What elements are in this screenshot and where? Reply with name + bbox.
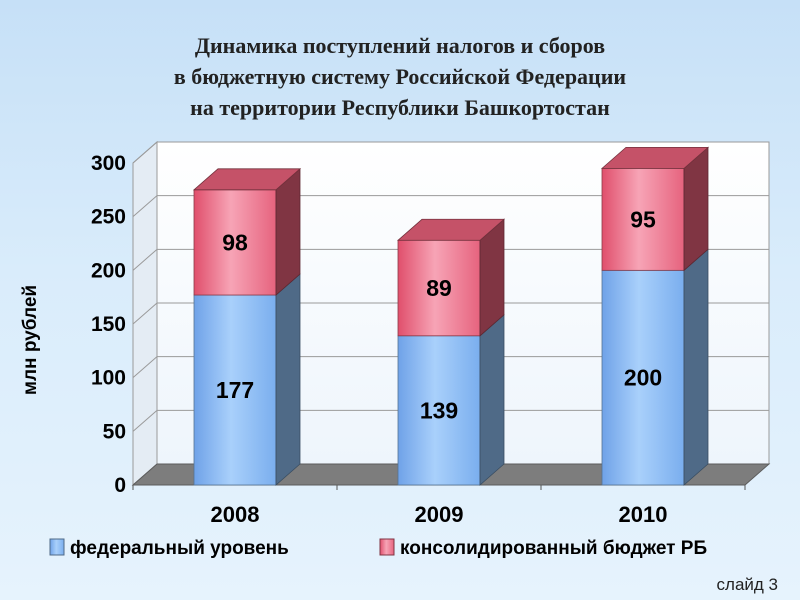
bar-top-консолидированный бюджет РБ [600,146,710,169]
bar-top-консолидированный бюджет РБ [192,168,302,191]
y-tick-label: 300 [91,152,126,175]
gridline [132,248,769,271]
y-tick-label: 50 [103,420,126,443]
data-label: 139 [420,397,458,423]
data-label: 177 [216,377,254,403]
legend-label: федеральный уровень [70,538,289,559]
bar-консолидированный бюджет РБ [397,239,481,337]
bar-side-федеральный уровень [683,248,709,486]
data-label: 98 [222,229,248,255]
x-category-label: 2008 [211,502,260,527]
slide-number: слайд 3 [716,575,778,594]
bar-федеральный уровень [601,269,685,486]
gridline [132,409,769,432]
bar-side-федеральный уровень [479,313,505,486]
x-category-label: 2009 [415,502,464,527]
y-tick-label: 150 [91,313,126,336]
gridline [132,141,769,164]
bar-side-консолидированный бюджет РБ [683,146,709,272]
legend-label: консолидированный бюджет РБ [400,538,707,559]
bar-side-консолидированный бюджет РБ [275,167,301,296]
bar-top-консолидированный бюджет РБ [396,218,506,241]
legend-swatch [49,538,65,556]
data-label: 200 [624,365,662,391]
legend-swatch [379,538,395,556]
title-line-3: на территории Республики Башкортостан [190,95,610,120]
gridline [132,195,769,218]
y-tick-label: 250 [91,206,126,229]
y-tick-label: 200 [91,259,126,282]
y-tick-label: 0 [114,474,126,497]
gridline [132,302,769,325]
bar-side-федеральный уровень [275,273,301,486]
bar-консолидированный бюджет РБ [193,189,277,296]
data-label: 95 [630,206,656,232]
title-line-2: в бюджетную систему Российской Федерации [173,64,627,89]
y-tick-label: 100 [91,367,126,390]
bar-федеральный уровень [397,335,481,486]
data-label: 89 [426,275,452,301]
chart-title: Динамика поступлений налогов и сборов в … [0,30,800,123]
title-line-1: Динамика поступлений налогов и сборов [194,33,606,58]
y-axis-label: млн рублей [20,285,41,395]
x-category-label: 2010 [619,502,668,527]
gridline [132,356,769,379]
